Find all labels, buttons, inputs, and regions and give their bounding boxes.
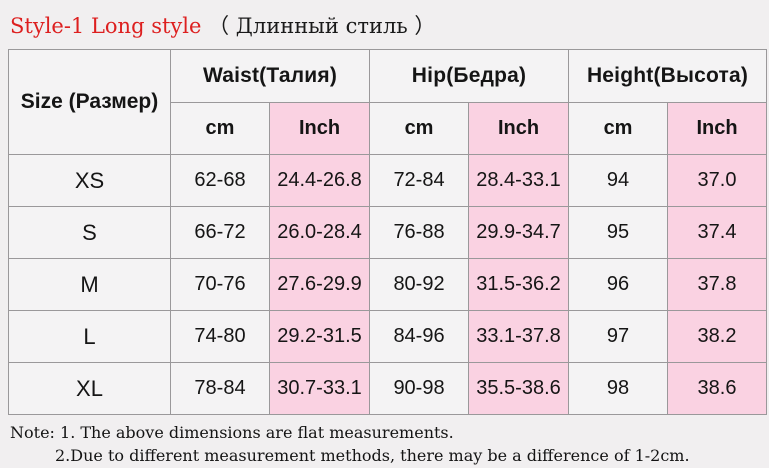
waist-cm-cell: 62-68 — [170, 154, 270, 207]
table-row: S 66-72 26.0-28.4 76-88 29.9-34.7 95 37.4 — [8, 206, 768, 259]
size-cell: XS — [8, 154, 171, 207]
header-hip-cm: cm — [369, 102, 470, 155]
hip-cm-cell: 72-84 — [369, 154, 470, 207]
hip-inch-cell: 33.1-37.8 — [468, 310, 570, 363]
header-hip-inch: Inch — [468, 102, 570, 155]
hip-cm-cell: 90-98 — [369, 362, 470, 415]
table-row: M 70-76 27.6-29.9 80-92 31.5-36.2 96 37.8 — [8, 258, 768, 311]
header-waist-inch: Inch — [268, 102, 371, 155]
waist-inch-cell: 29.2-31.5 — [268, 310, 371, 363]
header-waist: Waist(Талия) — [169, 49, 371, 103]
height-inch-cell: 37.4 — [667, 206, 768, 259]
hip-inch-cell: 28.4-33.1 — [468, 154, 570, 207]
hip-inch-cell: 29.9-34.7 — [468, 206, 570, 259]
height-cm-cell: 95 — [568, 206, 669, 259]
waist-inch-cell: 26.0-28.4 — [268, 206, 371, 259]
size-cell: L — [8, 310, 171, 363]
note-line-1: Note: 1. The above dimensions are flat m… — [10, 423, 454, 442]
waist-inch-cell: 30.7-33.1 — [268, 362, 371, 415]
hip-cm-cell: 80-92 — [369, 258, 470, 311]
waist-cm-cell: 66-72 — [170, 206, 270, 259]
size-cell: S — [8, 206, 171, 259]
header-height-inch: Inch — [667, 102, 768, 155]
height-inch-cell: 38.2 — [667, 310, 768, 363]
size-cell: XL — [8, 362, 171, 415]
waist-cm-cell: 70-76 — [170, 258, 270, 311]
header-height-cm: cm — [568, 102, 669, 155]
table-row: XL 78-84 30.7-33.1 90-98 35.5-38.6 98 38.6 — [8, 362, 768, 415]
page-title-translation: （ Длинный стиль ） — [208, 14, 436, 38]
waist-inch-cell: 27.6-29.9 — [268, 258, 371, 311]
table-header-unit-row: cm Inch cm Inch cm Inch — [9, 102, 768, 155]
height-inch-cell: 38.6 — [667, 362, 768, 415]
header-height: Height(Высота) — [568, 49, 768, 103]
notes: Note: 1. The above dimensions are flat m… — [10, 421, 769, 467]
hip-inch-cell: 35.5-38.6 — [468, 362, 570, 415]
header-waist-cm: cm — [170, 102, 270, 155]
hip-inch-cell: 31.5-36.2 — [468, 258, 570, 311]
height-cm-cell: 96 — [568, 258, 669, 311]
note-line-2: 2.Due to different measurement methods, … — [55, 446, 690, 465]
table-header-group-row: Size (Размер) Waist(Талия) Hip(Бедра) He… — [8, 49, 768, 155]
waist-inch-cell: 24.4-26.8 — [268, 154, 371, 207]
height-inch-cell: 37.8 — [667, 258, 768, 311]
table-row: XS 62-68 24.4-26.8 72-84 28.4-33.1 94 37.0 — [8, 154, 768, 207]
height-cm-cell: 94 — [568, 154, 669, 207]
header-hip: Hip(Бедра) — [369, 49, 570, 103]
hip-cm-cell: 84-96 — [369, 310, 470, 363]
waist-cm-cell: 78-84 — [170, 362, 270, 415]
header-size: Size (Размер) — [8, 49, 171, 155]
hip-cm-cell: 76-88 — [369, 206, 470, 259]
page-title-style-name: Style-1 Long style — [10, 14, 202, 38]
height-inch-cell: 37.0 — [667, 154, 768, 207]
waist-cm-cell: 74-80 — [170, 310, 270, 363]
size-chart-table: Size (Размер) Waist(Талия) Hip(Бедра) He… — [8, 49, 768, 415]
height-cm-cell: 97 — [568, 310, 669, 363]
size-cell: M — [8, 258, 171, 311]
height-cm-cell: 98 — [568, 362, 669, 415]
page-title: Style-1 Long style （ Длинный стиль ） — [0, 0, 769, 49]
table-row: L 74-80 29.2-31.5 84-96 33.1-37.8 97 38.2 — [8, 310, 768, 363]
size-table-body: XS 62-68 24.4-26.8 72-84 28.4-33.1 94 37.0 S 66-… — [8, 154, 768, 415]
